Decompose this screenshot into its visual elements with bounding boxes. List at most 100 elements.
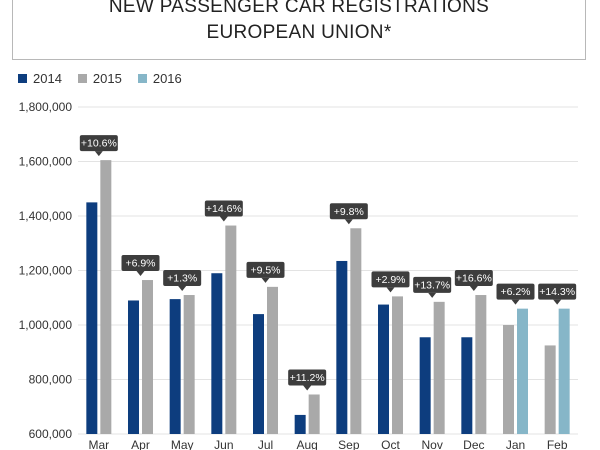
bar-2014-sep [336, 260, 348, 434]
x-tick-label: Jan [506, 438, 525, 450]
bar-2014-apr [128, 300, 139, 434]
annotation-label: +11.2% [290, 372, 325, 384]
annotation-pointer [303, 385, 312, 391]
bar-2015-jan [503, 325, 514, 434]
x-tick-label: Sep [338, 438, 360, 450]
legend-item-2016: 2016 [137, 71, 182, 86]
annotation-feb: +14.3% [538, 283, 577, 305]
annotation-jun: +14.6% [204, 200, 243, 222]
annotation-label: +9.8% [334, 206, 364, 218]
bar-2014-dec [461, 337, 473, 434]
annotation-mar: +10.6% [79, 135, 118, 157]
x-tick-label: Feb [547, 438, 568, 450]
annotation-oct: +2.9% [371, 271, 410, 293]
annotation-apr: +6.9% [121, 255, 160, 277]
legend-label-2016: 2016 [152, 71, 182, 86]
x-tick-label: Jun [214, 438, 233, 450]
bar-2014-aug [294, 414, 306, 434]
legend-swatch-2016 [137, 74, 147, 83]
legend: 2014 2015 2016 [18, 71, 182, 86]
annotation-box [329, 203, 368, 220]
annotation-pointer [219, 216, 228, 222]
y-tick-label: 1,200,000 [19, 264, 73, 278]
annotation-jan: +6.2% [496, 283, 535, 305]
annotation-sep: +9.8% [329, 203, 368, 225]
annotation-label: +2.9% [375, 274, 405, 286]
annotation-box [413, 276, 452, 293]
bar-2014-oct [378, 304, 389, 434]
annotation-pointer [136, 271, 145, 277]
x-tick-label: Dec [463, 438, 484, 450]
chart-title-line-1: NEW PASSENGER CAR REGISTRATIONS [108, 0, 490, 17]
annotation-box [496, 283, 535, 300]
bar-2016-feb [558, 308, 570, 434]
bar-2015-aug [308, 394, 320, 434]
annotation-label: +16.6% [456, 273, 492, 285]
annotation-nov: +13.7% [413, 276, 452, 298]
annotation-pointer [94, 151, 103, 157]
annotation-label: +1.3% [167, 273, 197, 285]
annotation-pointer [386, 287, 395, 293]
bar-2015-jul [267, 286, 278, 434]
bar-2015-mar [100, 160, 112, 434]
annotation-pointer [469, 286, 478, 292]
chart-title-line-2: EUROPEAN UNION* [206, 22, 392, 43]
bar-2015-oct [392, 296, 403, 434]
legend-item-2014: 2014 [18, 71, 62, 86]
x-tick-label: Aug [296, 438, 317, 450]
annotation-box [538, 283, 577, 300]
legend-swatch-2014 [18, 74, 27, 83]
x-tick-label: Mar [88, 438, 109, 450]
legend-label-2014: 2014 [33, 71, 62, 86]
x-tick-label: Jul [258, 438, 273, 450]
annotation-box [121, 255, 160, 272]
annotation-pointer [428, 292, 437, 298]
annotation-box [288, 369, 327, 386]
annotation-label: +14.3% [539, 286, 575, 298]
annotation-pointer [178, 286, 187, 292]
bar-2015-jun [225, 225, 237, 434]
annotation-label: +13.7% [414, 279, 450, 291]
y-tick-label: 600,000 [29, 427, 73, 441]
annotation-may: +1.3% [163, 270, 202, 292]
bar-2015-may [183, 295, 195, 434]
x-tick-label: Oct [381, 438, 400, 450]
y-tick-label: 1,000,000 [19, 318, 73, 332]
legend-item-2015: 2015 [77, 71, 122, 86]
annotation-label: +9.5% [250, 264, 280, 276]
x-tick-label: May [171, 438, 194, 450]
annotation-box [204, 200, 243, 217]
annotation-pointer [511, 299, 520, 305]
annotation-box [79, 135, 118, 152]
legend-swatch-2015 [77, 74, 87, 83]
annotation-dec: +16.6% [454, 270, 493, 292]
bar-2016-jan [517, 308, 528, 434]
bar-2014-jun [211, 273, 223, 434]
y-tick-label: 1,600,000 [19, 155, 73, 169]
annotation-label: +14.6% [206, 203, 242, 215]
bar-2015-dec [475, 295, 487, 434]
annotation-label: +6.9% [125, 258, 155, 270]
x-tick-label: Apr [131, 438, 150, 450]
annotation-pointer [261, 277, 270, 283]
annotation-box [371, 271, 410, 288]
bar-2014-mar [86, 202, 98, 434]
annotation-jul: +9.5% [246, 261, 285, 283]
bar-2015-apr [142, 280, 153, 434]
annotation-label: +10.6% [81, 138, 117, 150]
annotation-box [454, 270, 493, 287]
annotation-pointer [553, 299, 562, 305]
bar-2014-may [169, 299, 181, 434]
annotation-box [246, 261, 285, 278]
bar-2014-jul [253, 314, 264, 434]
title-box: NEW PASSENGER CAR REGISTRATIONS EUROPEAN… [12, 0, 586, 60]
x-tick-label: Nov [421, 438, 442, 450]
annotation-label: +6.2% [500, 286, 530, 298]
legend-label-2015: 2015 [92, 71, 122, 86]
annotation-pointer [344, 219, 353, 225]
bar-2015-nov [433, 301, 445, 434]
annotation-box [163, 270, 202, 287]
bar-2014-nov [419, 337, 431, 434]
y-tick-label: 1,800,000 [19, 100, 73, 114]
